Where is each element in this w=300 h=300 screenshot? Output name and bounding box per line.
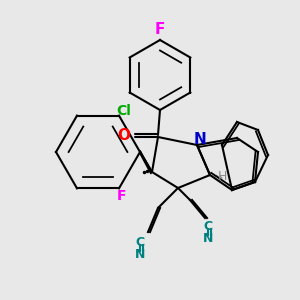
Text: F: F [155,22,165,38]
Text: N: N [194,133,206,148]
Polygon shape [140,151,151,174]
Text: C: C [135,236,145,248]
Text: O: O [118,128,130,142]
Text: Cl: Cl [117,103,131,118]
Text: N: N [203,232,213,244]
Text: H: H [217,170,227,184]
Text: C: C [203,220,213,232]
Text: N: N [135,248,145,260]
Text: F: F [117,189,127,203]
